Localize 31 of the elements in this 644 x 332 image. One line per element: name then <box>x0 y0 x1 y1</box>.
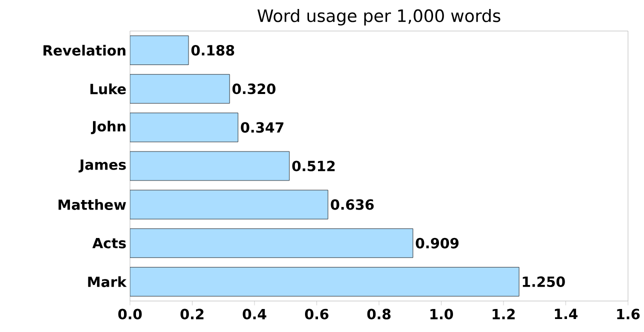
y-tick-label: Matthew <box>58 199 126 210</box>
chart-title: Word usage per 1,000 words <box>257 9 500 26</box>
y-tick-label: Mark <box>88 276 127 288</box>
x-tick-label: 1.4 <box>554 308 578 320</box>
y-tick-label: Acts <box>92 238 126 248</box>
data-label: 0.188 <box>191 44 234 56</box>
bar <box>130 112 238 142</box>
x-tick-label: 0.0 <box>118 308 142 320</box>
data-label: 0.636 <box>330 199 374 210</box>
x-tick-label: 0.4 <box>242 308 266 320</box>
y-tick-label: Luke <box>90 83 126 94</box>
y-tick-label: John <box>90 120 126 134</box>
y-tick-label: James <box>78 159 126 173</box>
bar <box>130 267 520 296</box>
bar <box>130 228 414 258</box>
data-label: 0.347 <box>240 122 284 133</box>
data-label: 0.320 <box>232 84 276 94</box>
data-label: 0.909 <box>416 238 459 248</box>
x-tick-label: 1.6 <box>617 308 640 320</box>
x-tick-label: 1.0 <box>430 308 453 320</box>
bar <box>130 190 328 220</box>
y-tick-label: Revelation <box>44 44 126 56</box>
data-label: 0.512 <box>292 160 335 172</box>
x-tick-label: 0.8 <box>367 308 391 320</box>
bar <box>130 74 230 104</box>
bar <box>130 36 189 65</box>
x-tick-label: 1.2 <box>492 308 515 320</box>
x-tick-label: 0.6 <box>305 308 328 320</box>
data-label: 1.250 <box>522 276 565 288</box>
bar <box>130 151 290 181</box>
x-tick-label: 0.2 <box>180 308 204 320</box>
